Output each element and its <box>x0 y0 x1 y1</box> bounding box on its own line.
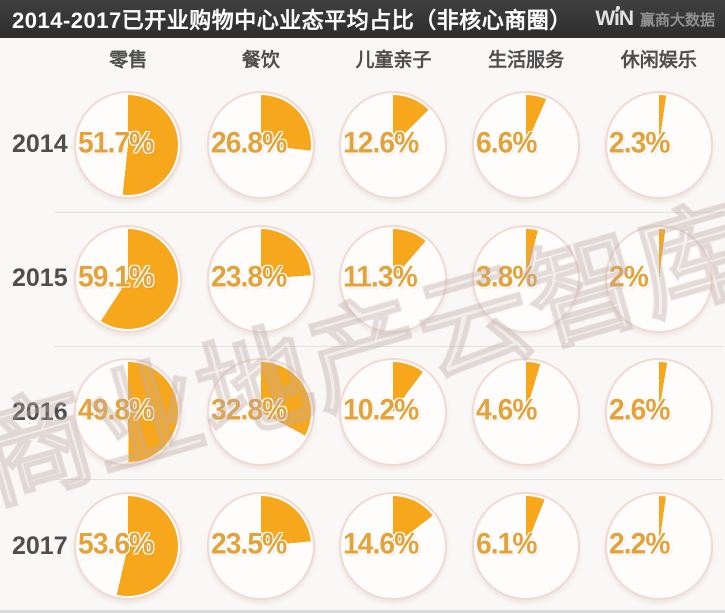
pie-wedge <box>476 228 577 329</box>
year-row: 2017 53.6% 23.5% 14.6% 6.1% 2.2% <box>0 479 725 610</box>
pie-wedge <box>210 362 311 463</box>
pie-wedge <box>476 94 577 195</box>
percent-label: 23.5% <box>210 527 287 561</box>
pie-chart-cell: 23.8% <box>206 224 315 333</box>
column-header-retail: 零售 <box>109 49 148 71</box>
pie-wedge <box>210 94 311 195</box>
pie-chart-cell: 3.8% <box>472 224 581 333</box>
year-row: 2014 51.7% 26.8% 12.6% 6.6% 2.3% <box>0 78 725 212</box>
pie-wedge <box>343 496 444 597</box>
column-header-kids-family: 儿童亲子 <box>355 49 432 71</box>
percent-label: 32.8% <box>210 394 287 428</box>
pie-wedge <box>608 94 709 195</box>
year-label: 2016 <box>12 397 68 426</box>
percent-label: 11.3% <box>343 260 418 294</box>
pie-chart-cell: 12.6% <box>339 90 448 199</box>
pie-wedge <box>343 94 444 195</box>
winshang-logo: WiN 赢商大数据 <box>595 6 715 31</box>
column-header-leisure-entertainment: 休闲娱乐 <box>620 49 697 71</box>
pie-chart-cell: 11.3% <box>339 224 448 333</box>
percent-label: 2% <box>608 260 649 294</box>
year-label: 2014 <box>12 130 68 159</box>
percent-label: 2.6% <box>608 394 670 428</box>
logo-win-text: WiN <box>595 6 636 31</box>
percent-label: 26.8% <box>210 126 287 160</box>
pie-chart-cell: 6.1% <box>472 492 581 601</box>
pie-chart-cell: 6.6% <box>472 90 581 199</box>
pie-chart-cell: 51.7% <box>74 90 183 199</box>
year-label: 2015 <box>12 264 68 293</box>
pie-wedge <box>210 496 311 597</box>
pie-wedge <box>78 362 179 463</box>
pie-wedge <box>476 362 577 463</box>
column-header-life-services: 生活服务 <box>488 49 565 71</box>
pie-chart-cell: 2.3% <box>604 90 713 199</box>
percent-label: 2.2% <box>608 527 670 561</box>
year-row: 2015 59.1% 23.8% 11.3% 3.8% 2% <box>0 211 725 346</box>
percent-label: 59.1% <box>78 260 154 294</box>
pie-wedge <box>78 94 179 195</box>
year-label: 2017 <box>12 531 68 560</box>
pie-chart-cell: 14.6% <box>339 492 448 601</box>
pie-wedge <box>210 228 311 329</box>
percent-label: 12.6% <box>343 126 419 160</box>
page-title: 2014-2017已开业购物中心业态平均占比（非核心商圈） <box>12 8 572 33</box>
pie-chart-cell: 10.2% <box>339 358 448 467</box>
pie-chart-cell: 49.8% <box>74 358 183 467</box>
pie-wedge <box>608 362 709 463</box>
pie-wedge <box>608 228 709 329</box>
title-bar: 2014-2017已开业购物中心业态平均占比（非核心商圈） WiN 赢商大数据 <box>0 0 725 38</box>
chart-grid: 2014 51.7% 26.8% 12.6% 6.6% 2.3% 2015 59.1% 23.8… <box>0 78 725 610</box>
year-row: 2016 49.8% 32.8% 10.2% 4.6% 2.6% <box>0 345 725 480</box>
pie-wedge <box>78 228 179 329</box>
pie-chart-cell: 26.8% <box>206 90 315 199</box>
pie-chart-cell: 59.1% <box>74 224 183 333</box>
percent-label: 51.7% <box>78 126 154 160</box>
percent-label: 6.1% <box>476 527 537 561</box>
percent-label: 23.8% <box>210 260 287 294</box>
pie-wedge <box>608 496 709 597</box>
percent-label: 2.3% <box>608 126 670 160</box>
pie-chart-cell: 2% <box>604 224 713 333</box>
column-header-dining: 餐饮 <box>241 49 280 71</box>
pie-wedge <box>343 228 444 329</box>
pie-chart-cell: 2.2% <box>604 492 713 601</box>
pie-chart-cell: 2.6% <box>604 358 713 467</box>
percent-label: 10.2% <box>343 394 419 428</box>
percent-label: 49.8% <box>78 394 154 428</box>
pie-wedge <box>343 362 444 463</box>
pie-chart-cell: 53.6% <box>74 492 183 601</box>
percent-label: 4.6% <box>476 394 537 428</box>
pie-chart-cell: 23.5% <box>206 492 315 601</box>
logo-brand-text: 赢商大数据 <box>639 12 715 29</box>
pie-chart-cell: 32.8% <box>206 358 315 467</box>
percent-label: 53.6% <box>78 527 154 561</box>
pie-chart-cell: 4.6% <box>472 358 581 467</box>
percent-label: 6.6% <box>476 126 537 160</box>
pie-wedge <box>78 496 179 597</box>
percent-label: 3.8% <box>476 260 537 294</box>
pie-wedge <box>476 496 577 597</box>
percent-label: 14.6% <box>343 527 419 561</box>
column-headers-row: 零售 餐饮 儿童亲子 生活服务 休闲娱乐 <box>62 38 725 78</box>
